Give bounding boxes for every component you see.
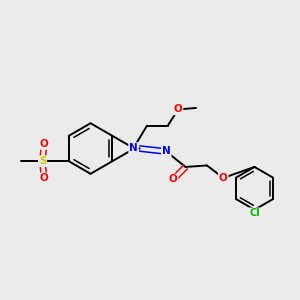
Text: S: S xyxy=(130,144,137,154)
Text: O: O xyxy=(174,104,182,114)
Text: S: S xyxy=(39,156,46,166)
Text: O: O xyxy=(40,173,48,183)
Text: Cl: Cl xyxy=(249,208,260,218)
Text: N: N xyxy=(129,143,138,153)
Text: O: O xyxy=(169,174,177,184)
Text: O: O xyxy=(40,139,48,149)
Text: O: O xyxy=(219,173,228,183)
Text: N: N xyxy=(162,146,171,157)
